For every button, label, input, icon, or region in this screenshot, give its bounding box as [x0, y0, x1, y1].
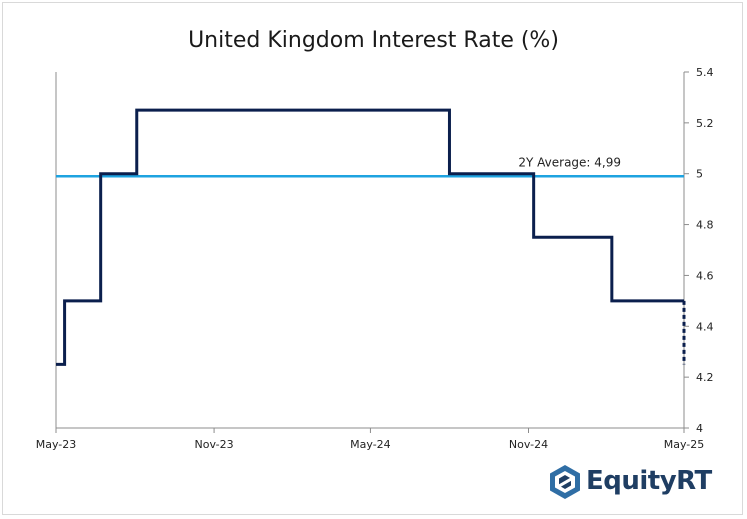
average-annotation: 2Y Average: 4,99 [518, 155, 621, 169]
x-tick-label: May-25 [664, 438, 705, 451]
y-tick-label: 4.8 [696, 219, 714, 232]
y-tick-label: 4.2 [696, 371, 714, 384]
logo-hexagon-icon [550, 465, 580, 499]
y-tick-label: 4.6 [696, 269, 714, 282]
y-tick-label: 5 [696, 168, 703, 181]
x-tick-label: May-23 [36, 438, 77, 451]
y-tick-label: 5.4 [696, 66, 714, 79]
y-tick-label: 4.4 [696, 320, 714, 333]
chart-title: United Kingdom Interest Rate (%) [188, 28, 559, 53]
y-tick-label: 5.2 [696, 117, 714, 130]
x-tick-label: Nov-23 [195, 438, 234, 451]
x-tick-label: May-24 [350, 438, 391, 451]
interest-rate-step-line [56, 108, 684, 366]
logo-text: EquityRT [586, 466, 712, 496]
y-tick-label: 4 [696, 422, 703, 435]
x-tick-label: Nov-24 [509, 438, 548, 451]
equityrt-logo: EquityRT [546, 463, 712, 503]
